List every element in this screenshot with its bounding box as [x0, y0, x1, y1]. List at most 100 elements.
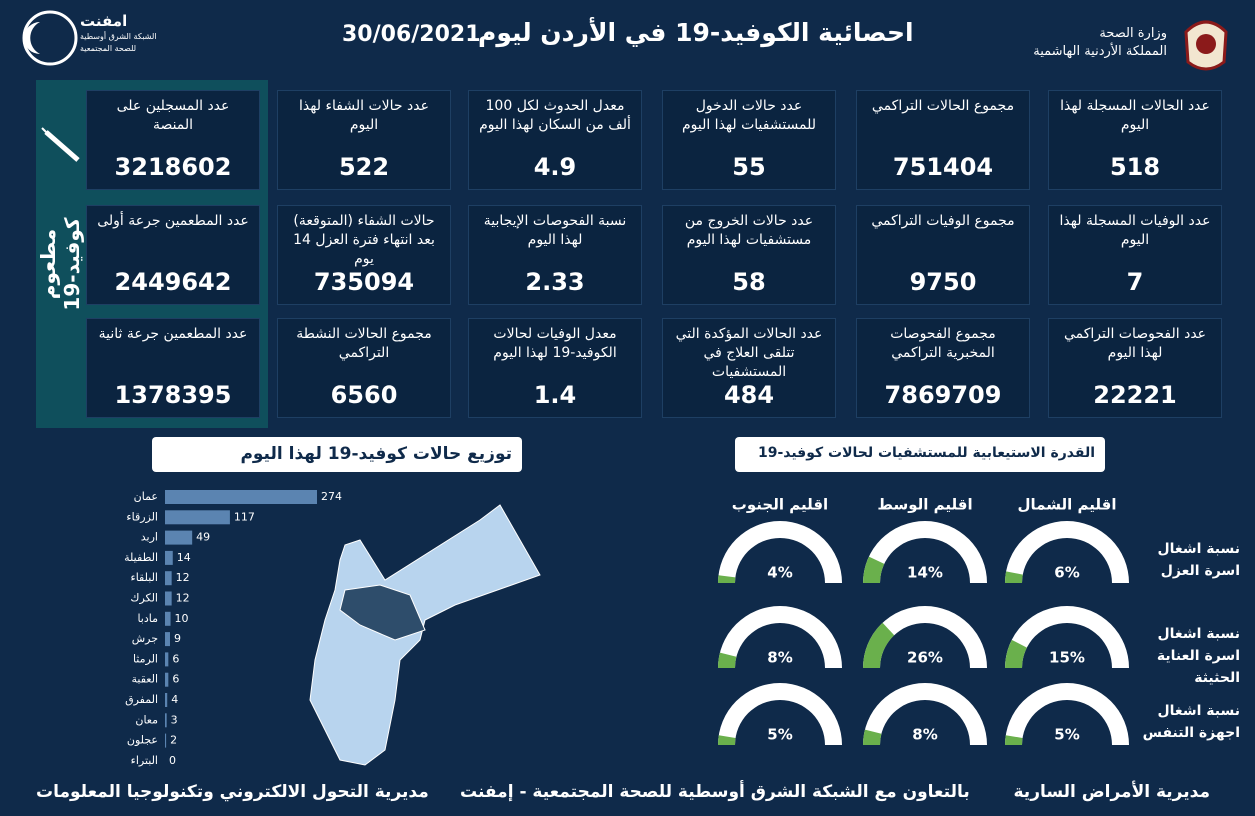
bar-title: توزيع حالات كوفيد-19 لهذا اليوم: [240, 444, 512, 464]
gauge-track: [863, 606, 987, 668]
card-value: 3218602: [114, 153, 232, 181]
title-box: [735, 437, 1105, 472]
logo-icon: [22, 10, 78, 66]
bar-label: الزرقاء: [126, 510, 158, 523]
card-value: 4.9: [533, 153, 577, 181]
stat-card: نسبة الفحوصات الإيجابية لهذا اليوم 2.33: [468, 205, 642, 305]
gauge-fill: [863, 622, 895, 668]
bar: [165, 713, 167, 728]
bar-value: 0: [169, 754, 176, 767]
bar-label: البلقاء: [131, 571, 158, 584]
bar: [165, 571, 172, 586]
stat-card: عدد الفحوصات التراكمي لهذا اليوم 22221: [1048, 318, 1222, 418]
card-value: 518: [1109, 153, 1161, 181]
bar-value: 10: [175, 612, 189, 625]
bar-value: 12: [176, 571, 190, 584]
stat-card: مجموع الحالات النشطة التراكمي 6560: [277, 318, 451, 418]
logo-line: الشبكة الشرق أوسطية: [80, 32, 157, 41]
card-value: 7869709: [884, 381, 1002, 409]
bar-value: 49: [196, 531, 210, 544]
stat-card: عدد حالات الشفاء لهذا اليوم 522: [277, 90, 451, 190]
card-value: 484: [723, 381, 775, 409]
stat-card: عدد حالات الدخول للمستشفيات لهذا اليوم 55: [662, 90, 836, 190]
row-label: نسبة اشغال اجهزة التنفس: [1142, 703, 1240, 741]
gauge-track: [718, 606, 842, 668]
card-label: معدل الحدوث لكل 100 ألف من السكان لهذا ا…: [479, 98, 631, 133]
gauge-title: القدرة الاستيعابية للمستشفيات لحالات كوف…: [757, 445, 1095, 461]
kingdom: المملكة الأردنية الهاشمية: [1033, 44, 1167, 59]
footer-center: بالتعاون مع الشبكة الشرق أوسطية للصحة ال…: [460, 782, 970, 802]
gauge-fill: [1005, 639, 1027, 668]
gauge-fill: [718, 735, 736, 745]
bar-label: العقبة: [132, 673, 159, 686]
bar-label: البتراء: [131, 754, 158, 767]
gauge-label: 8%: [767, 649, 792, 667]
card-value: 22221: [1093, 381, 1177, 409]
map: [309, 504, 541, 766]
gauge-track: [718, 521, 842, 583]
gauge-track: [1005, 606, 1129, 668]
gauge-fill: [718, 652, 737, 668]
card-label: مجموع الفحوصات المخبرية التراكمي: [890, 326, 996, 361]
bar-value: 2: [170, 734, 177, 747]
gauge-track: [863, 683, 987, 745]
stat-card: معدل الحدوث لكل 100 ألف من السكان لهذا ا…: [468, 90, 642, 190]
bar: [165, 550, 173, 565]
bar-label: مادبا: [137, 612, 158, 625]
bar: [165, 530, 193, 545]
card-value: 1378395: [114, 381, 232, 409]
bar-value: 117: [234, 510, 255, 523]
bar: [165, 632, 170, 647]
page-title: احصائية الكوفيد-19 في الأردن ليوم: [478, 18, 914, 47]
vaccine-card: عدد المطعمين جرعة أولى 2449642: [86, 205, 260, 305]
card-label: معدل الوفيات لحالات الكوفيد-19 لهذا اليو…: [493, 326, 617, 361]
date: 30/06/2021: [342, 22, 481, 47]
bar-value: 6: [172, 673, 179, 686]
card-label: عدد المطعمين جرعة ثانية: [98, 326, 248, 342]
title-box: [152, 437, 522, 472]
bar-value: 12: [176, 592, 190, 605]
gauge-label: 26%: [907, 649, 943, 667]
card-label: عدد حالات الشفاء لهذا اليوم: [299, 98, 429, 133]
ministry: وزارة الصحة: [1099, 26, 1167, 41]
card-label: نسبة الفحوصات الإيجابية لهذا اليوم: [483, 213, 627, 248]
card-value: 735094: [313, 268, 415, 296]
card-value: 7: [1126, 268, 1144, 296]
card-value: 1.4: [533, 381, 577, 409]
card-label: عدد المسجلين على المنصة: [116, 98, 230, 133]
row-label: نسبة اشغال اسرة العناية الحثيثة: [1156, 626, 1240, 686]
bar-label: عجلون: [127, 734, 158, 747]
stat-card: مجموع الحالات التراكمي 751404: [856, 90, 1030, 190]
card-value: 55: [732, 153, 766, 181]
bar-value: 6: [172, 652, 179, 665]
stat-card: عدد حالات الخروج من مستشفيات لهذا اليوم 5…: [662, 205, 836, 305]
bar: [165, 733, 167, 748]
card-label: عدد حالات الدخول للمستشفيات لهذا اليوم: [681, 98, 817, 133]
gauge-label: 15%: [1049, 649, 1085, 667]
card-value: 751404: [892, 153, 994, 181]
gauge-fill: [718, 575, 736, 583]
footer-right: مديرية الأمراض السارية: [1013, 782, 1211, 802]
gauge-label: 5%: [1054, 726, 1079, 744]
gauge-fill: [863, 556, 885, 583]
bar-label: معان: [135, 713, 158, 726]
card-label: عدد المطعمين جرعة أولى: [97, 213, 249, 229]
card-value: 6560: [330, 381, 398, 409]
bar: [165, 510, 230, 525]
bar-label: اربد: [141, 531, 158, 544]
vaccine-card: عدد المسجلين على المنصة 3218602: [86, 90, 260, 190]
card-value: 522: [338, 153, 390, 181]
card-label: عدد الحالات المسجلة لهذا اليوم: [1060, 98, 1210, 133]
gauge-track: [863, 521, 987, 583]
region-name: اقليم الجنوب: [732, 496, 828, 514]
gauge-label: 8%: [912, 726, 937, 744]
bar-label: الرمثا: [133, 652, 158, 665]
gauge-label: 6%: [1054, 564, 1079, 582]
gauge-label: 5%: [767, 726, 792, 744]
card-value: 2.33: [525, 268, 585, 296]
bar-value: 9: [174, 632, 181, 645]
bar: [165, 652, 169, 667]
stat-card: عدد الوفيات المسجلة لهذا اليوم 7: [1048, 205, 1222, 305]
